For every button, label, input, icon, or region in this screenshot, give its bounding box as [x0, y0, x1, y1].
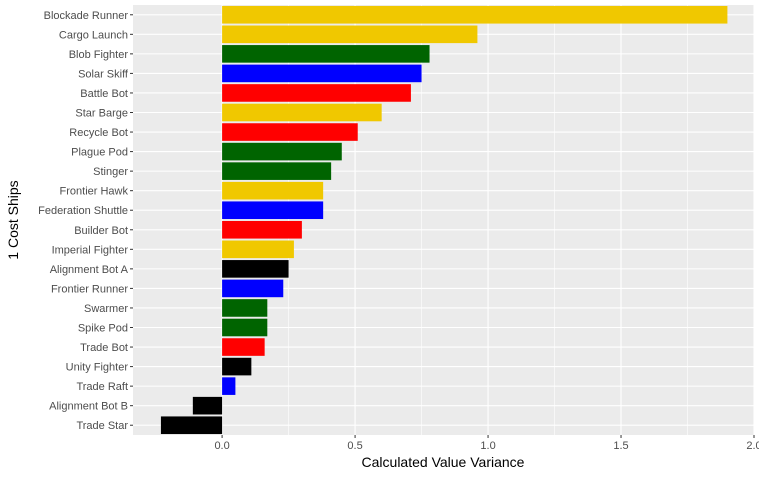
bar — [160, 416, 223, 435]
bar — [222, 260, 289, 278]
y-tick-label: Blob Fighter — [69, 49, 129, 61]
bar — [222, 181, 324, 200]
bar — [192, 396, 223, 415]
y-tick-label: Cargo Launch — [59, 29, 128, 41]
bar — [222, 279, 284, 298]
y-tick-label: Frontier Runner — [51, 283, 128, 295]
y-axis-ticks: Blockade Runner Cargo Launch Blob Fighter S… — [38, 10, 133, 432]
y-tick-label: Builder Bot — [74, 225, 128, 237]
bar — [222, 220, 302, 239]
y-tick-label: Solar Skiff — [78, 68, 129, 80]
bar — [222, 318, 268, 337]
y-tick-label: Federation Shuttle — [38, 205, 128, 217]
bar — [222, 64, 422, 83]
y-tick-label: Trade Bot — [80, 342, 128, 354]
y-tick-label: Trade Raft — [76, 381, 128, 393]
bar — [222, 25, 478, 44]
x-tick-label: 0.5 — [347, 440, 362, 452]
bar — [222, 123, 358, 141]
bar — [222, 103, 382, 122]
y-axis-title: 1 Cost Ships — [5, 180, 21, 259]
y-tick-label: Stinger — [93, 166, 128, 178]
bar — [222, 45, 430, 63]
x-tick-label: 0.0 — [214, 440, 229, 452]
y-tick-label: Swarmer — [84, 303, 128, 315]
bar — [222, 142, 342, 161]
bar — [222, 377, 236, 395]
bar — [222, 299, 268, 317]
bar — [222, 5, 728, 24]
y-tick-label: Frontier Hawk — [60, 186, 129, 198]
x-axis-title: Calculated Value Variance — [362, 454, 525, 470]
y-tick-label: Blockade Runner — [44, 10, 129, 22]
y-tick-label: Spike Pod — [78, 323, 128, 335]
bar — [222, 84, 411, 102]
y-tick-label: Alignment Bot A — [50, 264, 129, 276]
y-tick-label: Unity Fighter — [66, 362, 129, 374]
y-tick-label: Battle Bot — [80, 88, 128, 100]
y-tick-label: Plague Pod — [71, 147, 128, 159]
y-tick-label: Imperial Fighter — [52, 244, 129, 256]
y-tick-label: Recycle Bot — [69, 127, 128, 139]
x-axis-ticks: 0.0 0.5 1.0 1.5 2.0 — [214, 435, 759, 452]
x-tick-label: 1.5 — [613, 440, 628, 452]
bar — [222, 338, 265, 356]
x-tick-label: 2.0 — [746, 440, 759, 452]
bar — [222, 162, 332, 180]
y-tick-label: Alignment Bot B — [49, 401, 128, 413]
y-tick-label: Trade Star — [76, 420, 128, 432]
x-tick-label: 1.0 — [480, 440, 495, 452]
y-tick-label: Star Barge — [75, 108, 128, 120]
bars-group — [160, 5, 728, 435]
bar — [222, 201, 324, 220]
bar — [222, 357, 252, 376]
bar — [222, 240, 294, 259]
